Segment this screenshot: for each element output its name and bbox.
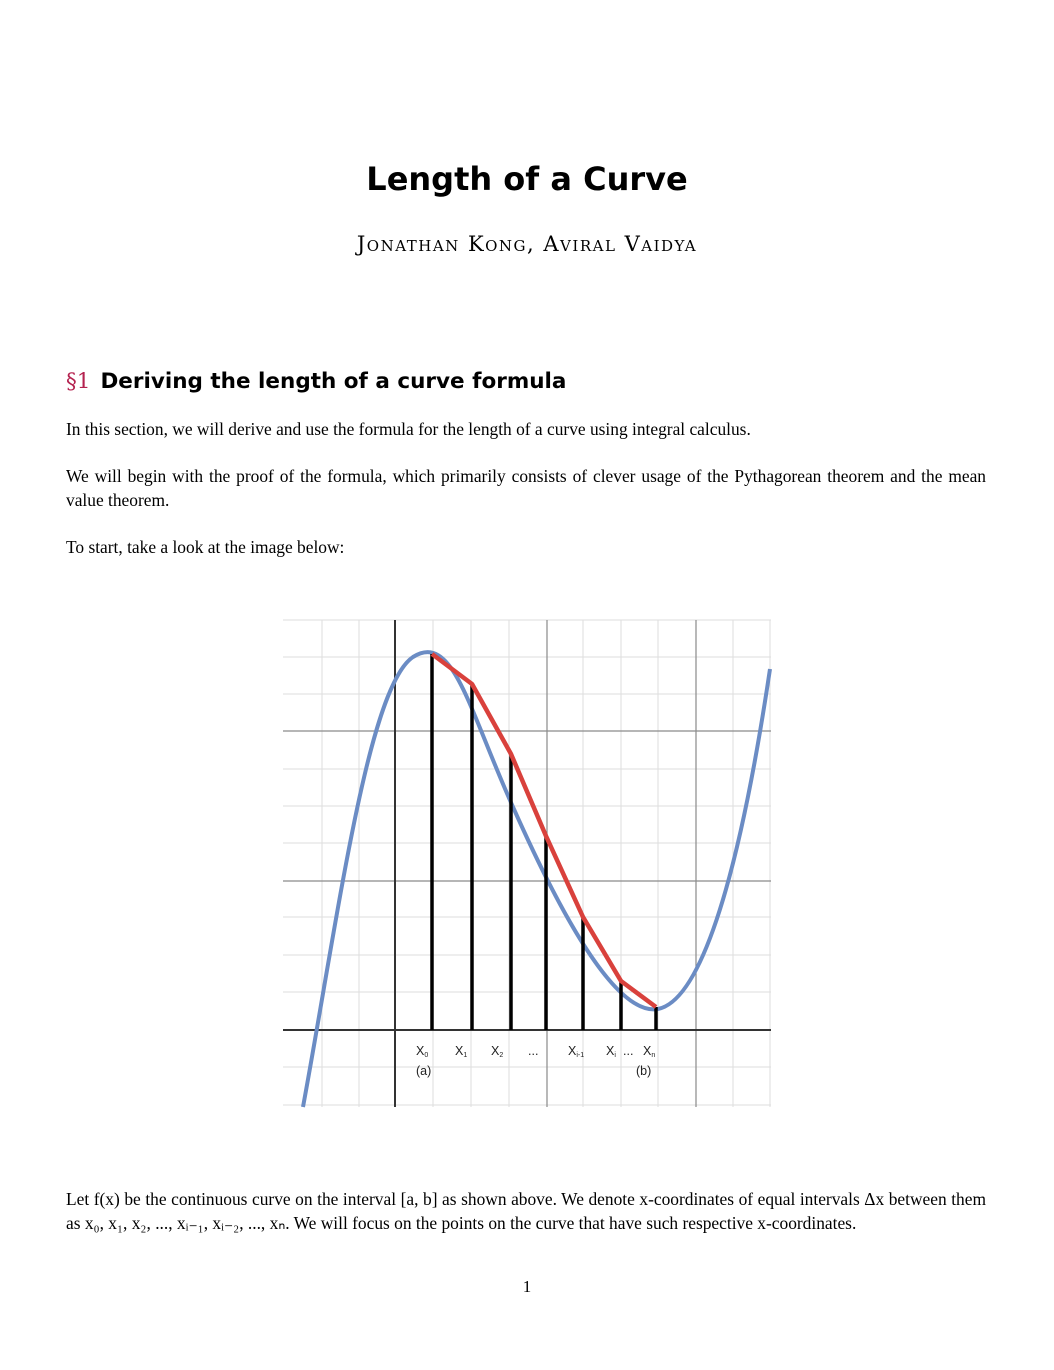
- label-xn: Xn: [643, 1044, 655, 1059]
- ordinate-lines: [430, 654, 658, 1030]
- paragraph-definition: Let f(x) be the continuous curve on the …: [66, 1189, 986, 1233]
- section-number: §1: [66, 369, 91, 394]
- section-heading: §1 Deriving the length of a curve formula: [66, 369, 566, 394]
- section-title: Deriving the length of a curve formula: [100, 369, 567, 394]
- axis-labels: X0 X1 X2 ... Xi-1 Xi ... Xn (a) (b): [416, 1044, 655, 1078]
- label-x1: X1: [455, 1044, 467, 1059]
- label-xi: Xi: [606, 1044, 616, 1059]
- paragraph-image-lead: To start, take a look at the image below…: [66, 537, 345, 557]
- function-curve: [301, 650, 772, 1108]
- label-dots-1: ...: [528, 1044, 538, 1058]
- paragraph-intro: In this section, we will derive and use …: [66, 419, 751, 439]
- paper-authors: Jonathan Kong, Aviral Vaidya: [356, 232, 698, 256]
- label-a: (a): [416, 1064, 431, 1078]
- grid-minor: [283, 619, 771, 1107]
- paper-title: Length of a Curve: [366, 160, 688, 198]
- label-dots-2: ...: [623, 1044, 633, 1058]
- label-x2: X2: [491, 1044, 503, 1059]
- label-xim1: Xi-1: [568, 1044, 584, 1059]
- curve-figure: X0 X1 X2 ... Xi-1 Xi ... Xn (a) (b): [283, 619, 772, 1108]
- page-number: 1: [522, 1277, 532, 1296]
- secant-polyline: [430, 652, 658, 1009]
- label-x0: X0: [416, 1044, 428, 1059]
- grid-major: [283, 620, 771, 1107]
- label-b: (b): [636, 1064, 651, 1078]
- axes: [283, 620, 771, 1107]
- paragraph-proof-overview: We will begin with the proof of the form…: [66, 466, 986, 510]
